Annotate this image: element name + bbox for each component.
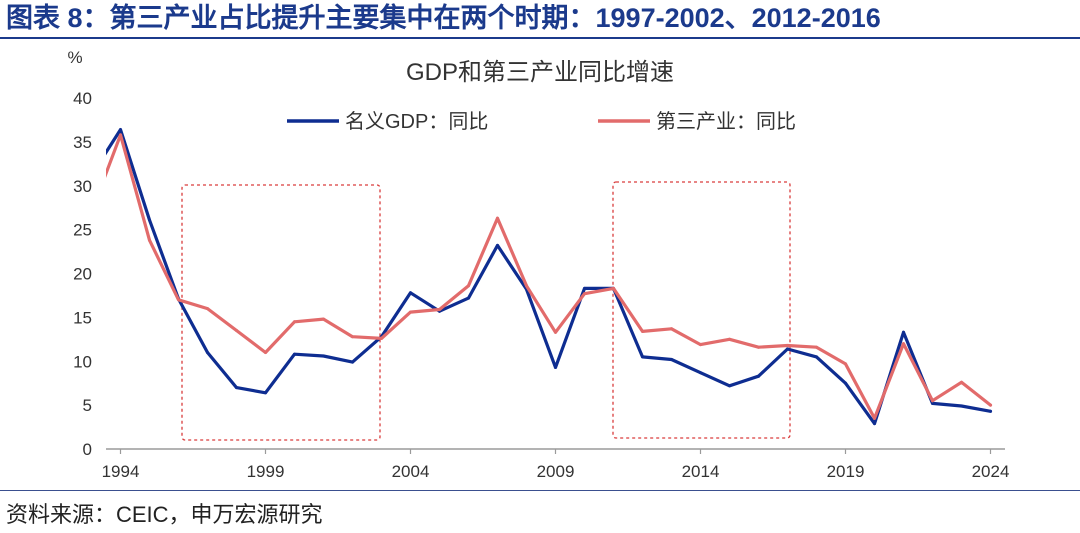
- data-point-tertiary: [264, 351, 267, 354]
- data-point-gdp: [409, 291, 412, 295]
- data-point-gdp: [235, 386, 238, 390]
- data-point-tertiary: [873, 416, 876, 420]
- data-point-tertiary: [525, 284, 528, 288]
- x-tick-label: 2014: [682, 462, 720, 481]
- data-point-tertiary: [844, 362, 847, 366]
- series-gdp: [106, 128, 993, 426]
- data-point-tertiary: [438, 308, 441, 311]
- legend-item-gdp: 名义GDP：同比: [287, 110, 488, 133]
- data-point-gdp: [786, 347, 789, 351]
- x-tick-label: 1994: [102, 462, 140, 481]
- data-point-tertiary: [815, 345, 818, 349]
- data-point-tertiary: [235, 329, 238, 332]
- data-point-tertiary: [293, 320, 296, 324]
- data-point-gdp: [931, 401, 934, 405]
- y-tick-label: 25: [73, 221, 92, 240]
- y-tick-label: 0: [83, 440, 92, 459]
- series-line-gdp: [106, 128, 993, 426]
- data-point-tertiary: [583, 292, 586, 296]
- data-point-gdp: [293, 352, 296, 356]
- data-point-gdp: [902, 330, 905, 334]
- data-point-gdp: [960, 404, 963, 408]
- data-point-tertiary: [119, 133, 122, 137]
- data-point-tertiary: [148, 238, 151, 242]
- source-note: 资料来源：CEIC，申万宏源研究: [6, 502, 323, 527]
- data-point-gdp: [351, 360, 354, 364]
- highlight-boxes: [181, 181, 791, 441]
- data-point-tertiary: [206, 307, 209, 311]
- legend-label-gdp: 名义GDP：同比: [345, 110, 488, 133]
- data-point-gdp: [757, 374, 760, 378]
- data-point-tertiary: [728, 337, 731, 341]
- x-axis: 1994 1999 2004 2009 2014 2019 2024: [102, 449, 1010, 481]
- data-point-gdp: [496, 243, 499, 247]
- x-tick-label: 2019: [827, 462, 865, 481]
- x-tick-label: 2004: [392, 462, 430, 481]
- highlight-box: [612, 181, 791, 439]
- chart-title: GDP和第三产业同比增速: [406, 59, 674, 86]
- data-point-gdp: [670, 358, 673, 361]
- y-axis: 0 5 10 15 20 25 30 35 40: [73, 89, 92, 459]
- header-divider: [0, 37, 1080, 39]
- data-point-gdp: [728, 384, 731, 388]
- data-point-tertiary: [409, 310, 412, 314]
- data-point-tertiary: [670, 327, 673, 331]
- data-point-tertiary: [699, 343, 702, 347]
- highlight-box: [181, 184, 381, 441]
- series-tertiary: [90, 133, 993, 420]
- y-axis-unit-label: %: [67, 48, 82, 67]
- data-point-tertiary: [931, 399, 934, 403]
- data-point-tertiary: [902, 342, 905, 346]
- data-point-gdp: [989, 409, 992, 413]
- legend-item-tertiary: 第三产业：同比: [598, 110, 796, 133]
- data-point-tertiary: [757, 345, 760, 349]
- data-point-gdp: [148, 218, 151, 222]
- x-tick-label: 2009: [537, 462, 575, 481]
- data-point-gdp: [206, 351, 209, 354]
- figure-title: 图表 8：第三产业占比提升主要集中在两个时期：1997-2002、2012-20…: [6, 3, 881, 33]
- data-point-tertiary: [641, 329, 644, 333]
- y-tick-label: 20: [73, 265, 92, 284]
- y-tick-label: 40: [73, 89, 92, 108]
- y-tick-label: 15: [73, 308, 92, 327]
- data-point-gdp: [699, 371, 702, 375]
- data-point-gdp: [264, 391, 267, 395]
- y-tick-label: 10: [73, 352, 92, 371]
- y-tick-label: 30: [73, 177, 92, 196]
- data-point-tertiary: [351, 335, 354, 339]
- data-point-gdp: [873, 422, 876, 426]
- x-tick-label: 1999: [247, 462, 285, 481]
- data-point-tertiary: [554, 330, 557, 334]
- footer-divider: [0, 490, 1080, 491]
- series-line-tertiary: [106, 133, 993, 420]
- data-point-tertiary: [496, 216, 499, 220]
- data-point-gdp: [844, 381, 847, 385]
- data-point-tertiary: [177, 298, 180, 302]
- data-point-tertiary: [960, 380, 963, 384]
- data-point-gdp: [322, 354, 325, 358]
- series-layer: [90, 128, 993, 426]
- data-point-gdp: [641, 355, 644, 359]
- y-tick-label: 35: [73, 133, 92, 152]
- line-chart: % GDP和第三产业同比增速 名义GDP：同比 第三产业：同比 0 5 10 15 20…: [67, 48, 1010, 481]
- data-point-tertiary: [989, 403, 992, 407]
- data-point-gdp: [119, 128, 122, 132]
- y-tick-label: 5: [83, 396, 92, 415]
- data-point-tertiary: [90, 211, 93, 214]
- data-point-tertiary: [786, 344, 789, 347]
- data-point-tertiary: [612, 286, 615, 290]
- data-point-tertiary: [467, 284, 470, 288]
- data-point-tertiary: [322, 317, 325, 321]
- data-point-gdp: [467, 296, 470, 300]
- legend-label-tertiary: 第三产业：同比: [656, 110, 796, 133]
- data-point-tertiary: [380, 336, 383, 340]
- data-point-gdp: [583, 286, 586, 290]
- data-point-gdp: [554, 365, 557, 369]
- legend: 名义GDP：同比 第三产业：同比: [287, 110, 796, 133]
- data-point-gdp: [815, 355, 818, 359]
- x-tick-label: 2024: [972, 462, 1010, 481]
